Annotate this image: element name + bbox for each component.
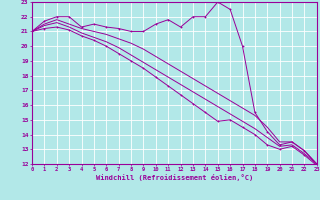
X-axis label: Windchill (Refroidissement éolien,°C): Windchill (Refroidissement éolien,°C) [96, 174, 253, 181]
